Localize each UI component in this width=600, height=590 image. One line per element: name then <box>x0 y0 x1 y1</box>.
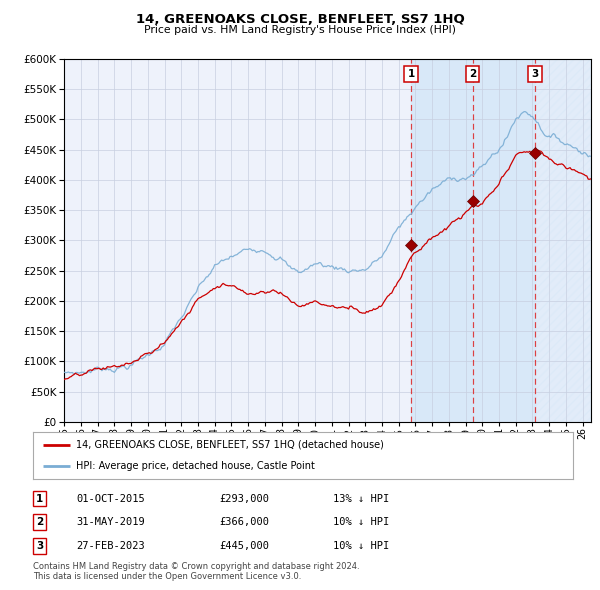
Text: 10% ↓ HPI: 10% ↓ HPI <box>333 517 389 527</box>
Text: 14, GREENOAKS CLOSE, BENFLEET, SS7 1HQ: 14, GREENOAKS CLOSE, BENFLEET, SS7 1HQ <box>136 13 464 26</box>
Text: This data is licensed under the Open Government Licence v3.0.: This data is licensed under the Open Gov… <box>33 572 301 581</box>
Text: HPI: Average price, detached house, Castle Point: HPI: Average price, detached house, Cast… <box>76 461 315 471</box>
Text: £366,000: £366,000 <box>220 517 269 527</box>
Text: Price paid vs. HM Land Registry's House Price Index (HPI): Price paid vs. HM Land Registry's House … <box>144 25 456 35</box>
Text: £293,000: £293,000 <box>220 494 269 503</box>
Text: 1: 1 <box>407 69 415 79</box>
Bar <box>535 59 591 422</box>
Text: 3: 3 <box>532 69 539 79</box>
Bar <box>411 59 535 422</box>
Text: 13% ↓ HPI: 13% ↓ HPI <box>333 494 389 503</box>
Text: 2: 2 <box>36 517 43 527</box>
Text: 01-OCT-2015: 01-OCT-2015 <box>76 494 145 503</box>
Text: 14, GREENOAKS CLOSE, BENFLEET, SS7 1HQ (detached house): 14, GREENOAKS CLOSE, BENFLEET, SS7 1HQ (… <box>76 440 384 450</box>
Text: 27-FEB-2023: 27-FEB-2023 <box>76 541 145 550</box>
Text: 31-MAY-2019: 31-MAY-2019 <box>76 517 145 527</box>
Text: 2: 2 <box>469 69 476 79</box>
Text: 10% ↓ HPI: 10% ↓ HPI <box>333 541 389 550</box>
Text: 1: 1 <box>36 494 43 503</box>
Text: 3: 3 <box>36 541 43 550</box>
Text: Contains HM Land Registry data © Crown copyright and database right 2024.: Contains HM Land Registry data © Crown c… <box>33 562 359 571</box>
Text: £445,000: £445,000 <box>220 541 269 550</box>
